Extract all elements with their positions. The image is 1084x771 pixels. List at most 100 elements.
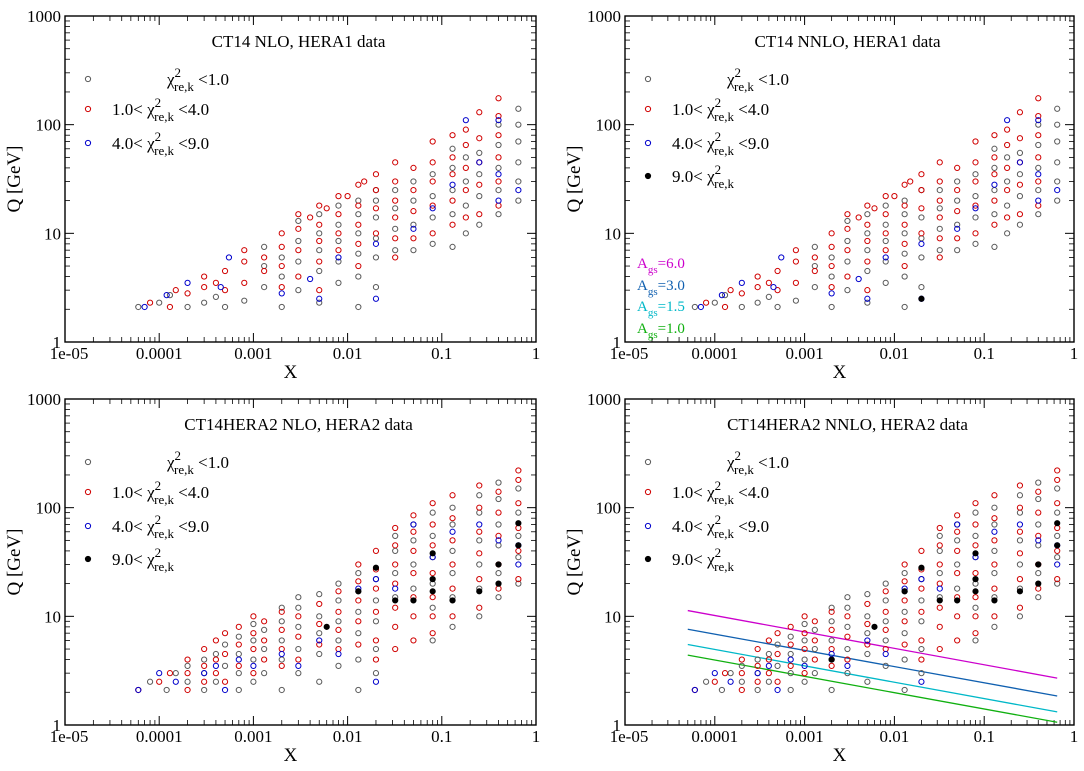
data-point-red xyxy=(787,641,794,648)
data-point-gray xyxy=(235,686,242,694)
data-point-red xyxy=(972,500,979,507)
data-point-gray xyxy=(335,258,342,265)
data-point-red xyxy=(1054,476,1061,484)
data-point-gray xyxy=(1004,202,1011,209)
data-point-red xyxy=(429,521,436,528)
legend-pre: 4.0< xyxy=(672,134,707,153)
data-point-gray xyxy=(515,121,522,128)
legend-sub: re,k xyxy=(174,462,194,477)
data-point-gray xyxy=(278,637,285,644)
data-point-gray xyxy=(392,569,399,577)
data-point-red xyxy=(241,247,248,254)
data-point-gray xyxy=(335,580,342,587)
data-point-gray xyxy=(972,637,979,644)
data-point-gray xyxy=(918,284,925,291)
data-point-red xyxy=(335,588,342,595)
data-point-red xyxy=(954,547,961,555)
data-point-gray xyxy=(972,240,979,247)
data-point-red xyxy=(335,193,342,200)
data-point-red xyxy=(515,576,522,583)
data-point-red xyxy=(241,258,248,265)
data-point-blue xyxy=(515,186,522,194)
data-point-red xyxy=(972,202,979,209)
legend-sub: re,k xyxy=(714,143,734,158)
data-point-black xyxy=(972,588,979,595)
data-point-red xyxy=(392,623,399,630)
legend-marker-black xyxy=(644,555,652,563)
legend-post: <1.0 xyxy=(194,70,229,89)
data-point-red xyxy=(864,237,871,245)
data-point-gray xyxy=(864,230,871,237)
data-point-red xyxy=(355,262,362,270)
data-point-red xyxy=(212,637,220,644)
data-point-red xyxy=(476,482,483,489)
x-tick-label: 1 xyxy=(532,344,541,363)
data-point-red xyxy=(449,221,456,228)
a-gs-label: Ags=6.0 xyxy=(637,256,685,276)
x-tick-label: 0.001 xyxy=(234,344,272,363)
data-point-gray xyxy=(261,243,268,251)
x-tick-label: 0.0001 xyxy=(691,727,738,746)
x-axis-label: X xyxy=(284,362,298,383)
data-point-red xyxy=(261,618,268,625)
data-point-red xyxy=(792,258,799,265)
data-point-gray xyxy=(355,197,362,204)
x-axis-label: X xyxy=(284,745,298,766)
legend-sub: re,k xyxy=(714,109,734,124)
data-point-gray xyxy=(1016,613,1024,620)
data-point-gray xyxy=(1004,178,1011,185)
data-point-blue xyxy=(163,292,170,299)
data-point-blue xyxy=(495,537,502,544)
a-gs-sub: gs xyxy=(648,286,658,298)
y-tick-label: 1000 xyxy=(27,7,61,26)
data-point-blue xyxy=(828,290,835,297)
data-point-red xyxy=(1035,509,1042,516)
data-point-red xyxy=(1035,202,1042,209)
data-point-gray xyxy=(811,262,818,270)
data-point-gray xyxy=(1035,186,1042,194)
legend-sub: re,k xyxy=(154,559,174,574)
y-tick-label: 10 xyxy=(44,224,61,243)
data-point-red xyxy=(335,645,342,653)
data-point-blue xyxy=(278,290,285,297)
data-point-gray xyxy=(991,623,998,630)
data-point-red xyxy=(1004,186,1011,194)
legend-pre: 4.0< xyxy=(112,134,147,153)
data-point-gray xyxy=(495,521,502,528)
data-point-blue xyxy=(1054,561,1061,568)
data-point-black xyxy=(972,576,979,583)
data-point-gray xyxy=(1054,485,1061,492)
data-point-gray xyxy=(476,561,483,568)
data-point-blue xyxy=(864,295,871,302)
data-point-blue xyxy=(250,662,257,669)
data-point-gray xyxy=(201,686,208,694)
data-layer xyxy=(135,467,522,694)
data-point-gray xyxy=(901,686,908,694)
data-point-red xyxy=(316,641,323,648)
data-point-gray xyxy=(901,303,908,311)
data-point-gray xyxy=(462,230,469,237)
legend-post: <9.0 xyxy=(174,134,209,153)
y-tick-label: 10 xyxy=(604,607,621,626)
data-point-gray xyxy=(372,284,380,291)
data-point-gray xyxy=(787,650,794,658)
data-point-red xyxy=(972,569,979,577)
legend-chi: χ xyxy=(146,100,155,119)
data-point-gray xyxy=(1016,193,1024,200)
data-point-gray xyxy=(991,186,998,194)
data-point-gray xyxy=(156,299,163,306)
data-point-black xyxy=(828,656,835,663)
data-point-blue xyxy=(787,656,794,663)
data-point-gray xyxy=(495,211,502,218)
data-point-red xyxy=(495,532,502,539)
data-point-gray xyxy=(972,532,979,539)
data-point-gray xyxy=(972,214,979,221)
data-point-gray xyxy=(515,197,522,204)
data-point-gray xyxy=(166,292,174,299)
data-layer xyxy=(135,95,522,311)
data-point-red xyxy=(901,262,908,270)
data-point-red xyxy=(844,273,851,280)
legend-sup: 2 xyxy=(155,512,162,527)
legend-chi: χ xyxy=(726,70,735,89)
data-point-red xyxy=(954,186,961,194)
